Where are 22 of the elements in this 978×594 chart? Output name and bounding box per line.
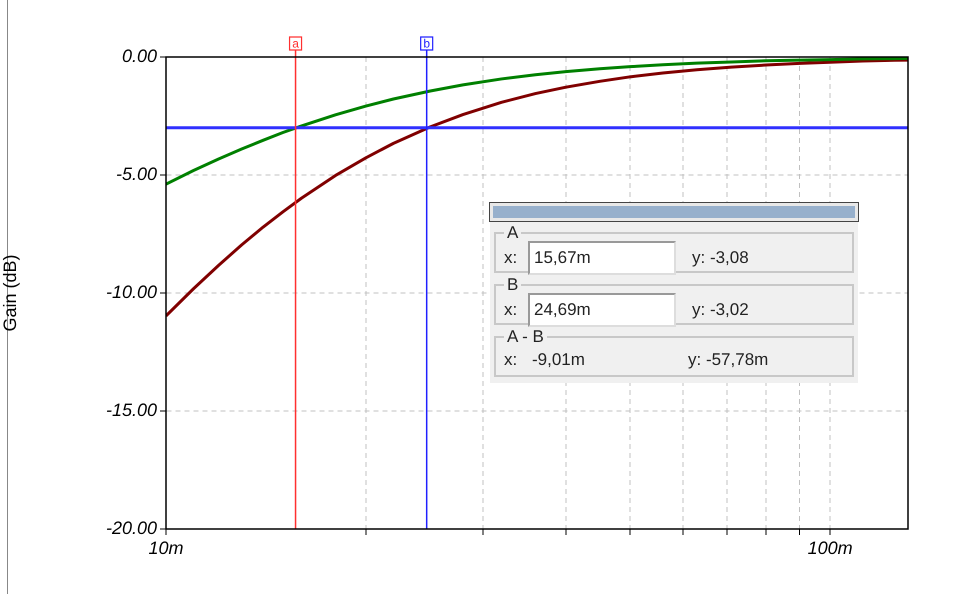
ref-line-label: a	[292, 36, 300, 50]
annotation: y: -3,02	[692, 300, 749, 320]
ref-line-label: b	[423, 36, 430, 50]
y-tick-label: -20.00	[106, 518, 157, 538]
annotation: A	[506, 223, 520, 242]
annotation: x:	[504, 300, 518, 320]
annotation: y: -3,08	[692, 248, 749, 268]
y-tick-label: -10.00	[106, 282, 157, 302]
y-tick-label: -5.00	[116, 164, 157, 184]
annotation: A - B	[506, 327, 545, 346]
annotation: 15,67m	[528, 241, 676, 275]
annotation: 24,69m	[528, 293, 676, 327]
annotation: -9,01m	[531, 349, 586, 371]
annotation: x:	[504, 248, 518, 268]
x-tick-label: 100m	[808, 538, 853, 558]
x-tick-label: 10m	[148, 538, 184, 558]
annotation: x:	[504, 350, 518, 370]
annotation: y: -57,78m	[688, 350, 768, 370]
y-axis-title: Gain (dB)	[0, 254, 20, 332]
y-tick-label: -15.00	[106, 400, 157, 420]
annotation: B	[506, 275, 520, 294]
y-tick-label: 0.00	[122, 46, 157, 66]
